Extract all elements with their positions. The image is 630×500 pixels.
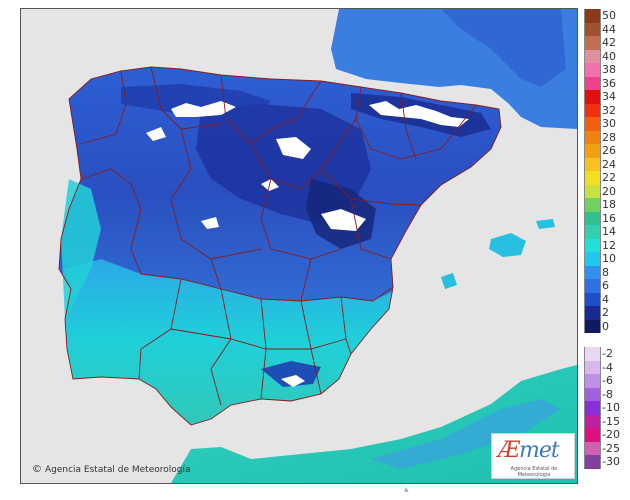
legend-swatch	[584, 130, 601, 144]
legend-swatch	[584, 63, 601, 77]
legend-swatch	[584, 90, 601, 104]
legend-label: 36	[602, 76, 616, 90]
legend-swatch	[584, 414, 601, 428]
legend-label: 20	[602, 184, 616, 198]
legend-label: 6	[602, 279, 609, 292]
legend-label: 22	[602, 171, 616, 184]
legend-label: -25	[602, 441, 620, 455]
legend-label: 24	[602, 157, 616, 171]
legend-label: 30	[602, 117, 616, 130]
legend-swatch	[584, 117, 601, 131]
legend-swatch	[584, 428, 601, 442]
legend-label: 44	[602, 22, 616, 36]
legend-swatch	[584, 211, 601, 225]
tiny-mark: ▲	[404, 486, 409, 493]
legend-swatch	[584, 265, 601, 279]
temperature-map	[20, 8, 578, 484]
legend-label: 14	[602, 225, 616, 238]
legend-label: 16	[602, 211, 616, 225]
legend-swatch	[584, 360, 601, 374]
legend-label: 26	[602, 144, 616, 157]
legend-label: -6	[602, 374, 613, 387]
legend-label: -10	[602, 401, 620, 414]
legend-swatch	[584, 9, 601, 23]
legend-swatch	[584, 306, 601, 320]
legend-swatch	[584, 36, 601, 50]
legend-label: -8	[602, 387, 613, 401]
legend-label: 2	[602, 306, 609, 319]
legend-swatch	[584, 401, 601, 415]
legend-swatch	[584, 238, 601, 252]
legend-swatch	[584, 225, 601, 239]
legend-swatch	[584, 184, 601, 198]
legend-swatch	[584, 374, 601, 388]
legend-label: 12	[602, 238, 616, 252]
copyright-icon: ©	[32, 464, 42, 475]
credit-text: © Agencia Estatal de Meteorología	[32, 464, 191, 475]
legend-swatch	[584, 441, 601, 455]
color-legend: 50 44 42 40 38 36 34 32 30 28 26 24 22 20 18 16 14 12 10 8 6…	[584, 9, 628, 483]
legend-label: 18	[602, 198, 616, 211]
legend-label: 28	[602, 130, 616, 144]
legend-label: 34	[602, 90, 616, 103]
legend-swatch	[584, 319, 601, 333]
mallorca	[489, 233, 526, 257]
legend-swatch	[584, 387, 601, 401]
legend-label: 38	[602, 63, 616, 76]
legend-label: 32	[602, 103, 616, 117]
legend-label: -15	[602, 414, 620, 428]
legend-swatch	[584, 347, 601, 361]
legend-swatch	[584, 198, 601, 212]
legend-label: 4	[602, 292, 609, 306]
legend-swatch	[584, 455, 601, 469]
legend-label: 40	[602, 49, 616, 63]
snow-patches	[146, 101, 469, 387]
legend-label: -4	[602, 360, 613, 374]
legend-label: -2	[602, 347, 613, 360]
atlas-cool	[371, 399, 561, 469]
map-svg	[21, 9, 577, 483]
legend-label: -30	[602, 455, 620, 468]
legend-swatch	[584, 22, 601, 36]
legend-label: 10	[602, 252, 616, 265]
legend-swatch	[584, 171, 601, 185]
cantabrian-cold	[121, 84, 271, 119]
logo-wordmark: Æmet	[498, 438, 560, 463]
logo-subtitle: Agencia Estatal de Meteorología	[510, 466, 558, 478]
aemet-logo: Æmet Agencia Estatal de Meteorología	[491, 433, 575, 479]
ibiza	[441, 273, 457, 289]
sierra-nevada-cold	[261, 361, 321, 387]
legend-label: 0	[602, 319, 609, 333]
menorca	[536, 219, 555, 229]
legend-swatch	[584, 49, 601, 63]
legend-label: 8	[602, 265, 609, 279]
province-borders	[58, 66, 502, 426]
legend-swatch	[584, 157, 601, 171]
legend-label: 50	[602, 9, 616, 22]
legend-swatch	[584, 279, 601, 293]
france-highlands	[441, 9, 566, 87]
legend-swatch	[584, 76, 601, 90]
africa-land	[171, 365, 577, 483]
legend-swatch	[584, 252, 601, 266]
legend-swatch	[584, 144, 601, 158]
legend-swatch	[584, 103, 601, 117]
legend-label: 42	[602, 36, 616, 49]
credit-label: Agencia Estatal de Meteorología	[45, 465, 191, 475]
legend-label: -20	[602, 428, 620, 441]
legend-swatch	[584, 292, 601, 306]
portugal-coast-warm	[61, 179, 101, 319]
